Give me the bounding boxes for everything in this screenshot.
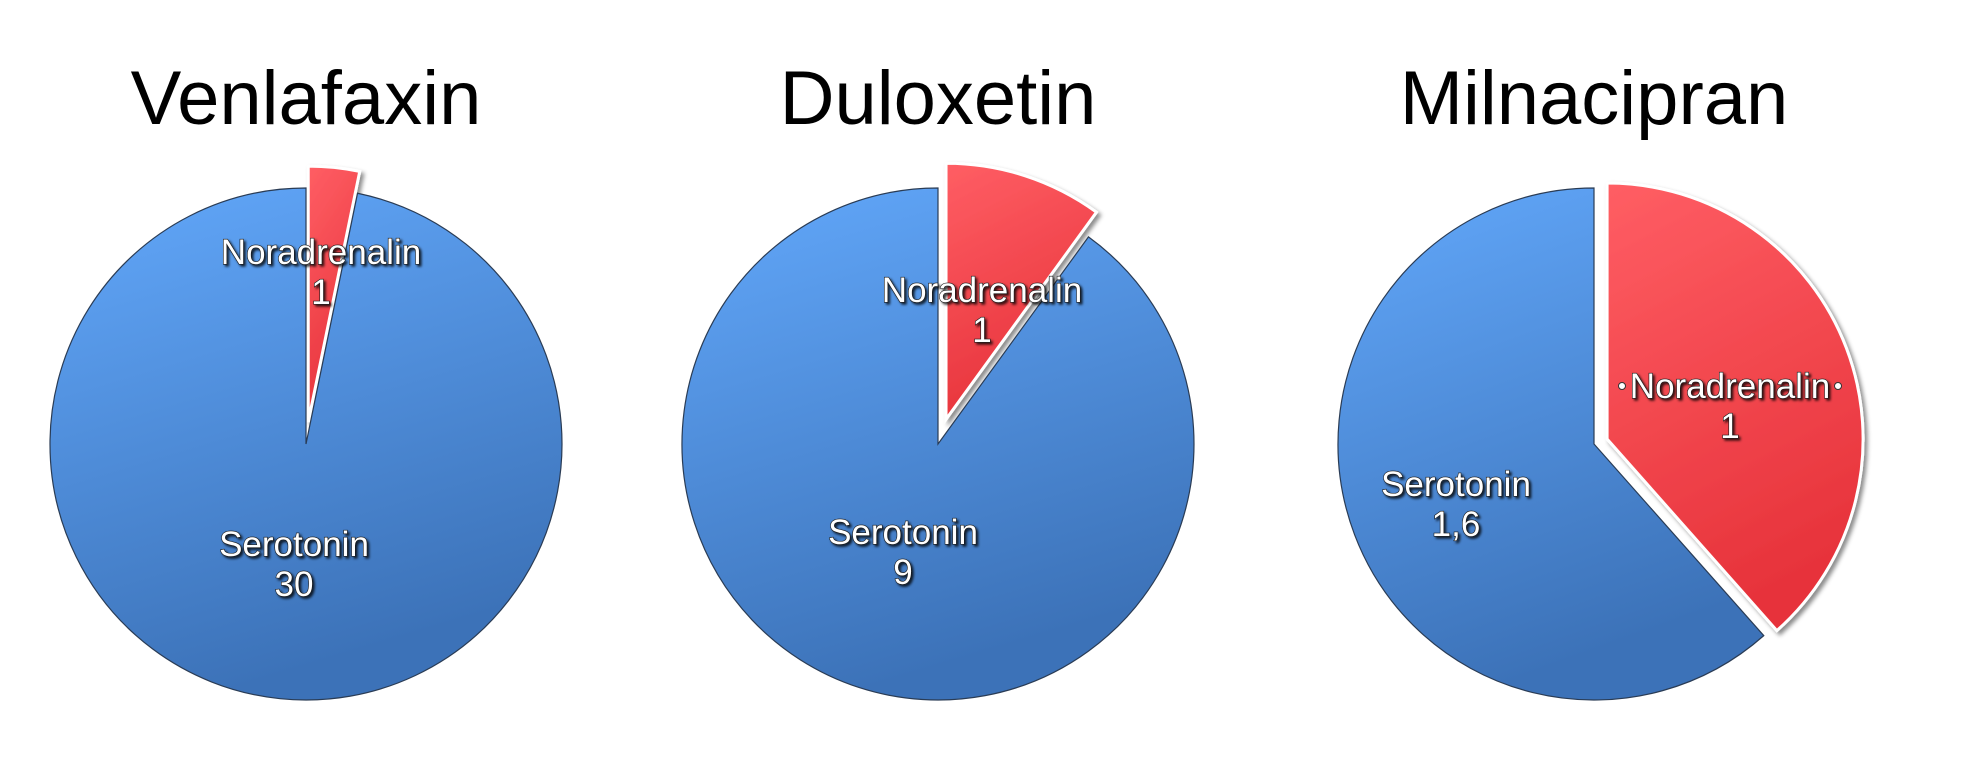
slice-label: Noradrenalin (1630, 367, 1830, 406)
chart-title: Duloxetin (780, 56, 1097, 141)
slice-label: Noradrenalin (882, 271, 1082, 310)
slice-label: Serotonin (219, 525, 369, 564)
slice-value: 1 (972, 311, 991, 350)
slice-label: Serotonin (828, 513, 978, 552)
slice-label: Serotonin (1381, 465, 1531, 504)
slice-noradrenalin (944, 161, 1099, 424)
chart-title: Milnacipran (1400, 56, 1789, 141)
slice-label: Noradrenalin (221, 233, 421, 272)
slice-value: 1 (311, 273, 330, 312)
slice-noradrenalin (1605, 181, 1865, 633)
slice-value: 30 (275, 565, 314, 604)
label-handle-dot (1834, 382, 1842, 390)
slice-value: 1 (1720, 407, 1739, 446)
slice-value: 1,6 (1432, 505, 1481, 544)
slice-noradrenalin (306, 164, 362, 423)
slice-serotonin (681, 187, 1195, 701)
slice-serotonin (49, 187, 563, 701)
label-handle-dot (1618, 382, 1626, 390)
chart-title: Venlafaxin (131, 56, 482, 141)
slice-value: 9 (893, 553, 912, 592)
slice-serotonin (1337, 187, 1765, 701)
